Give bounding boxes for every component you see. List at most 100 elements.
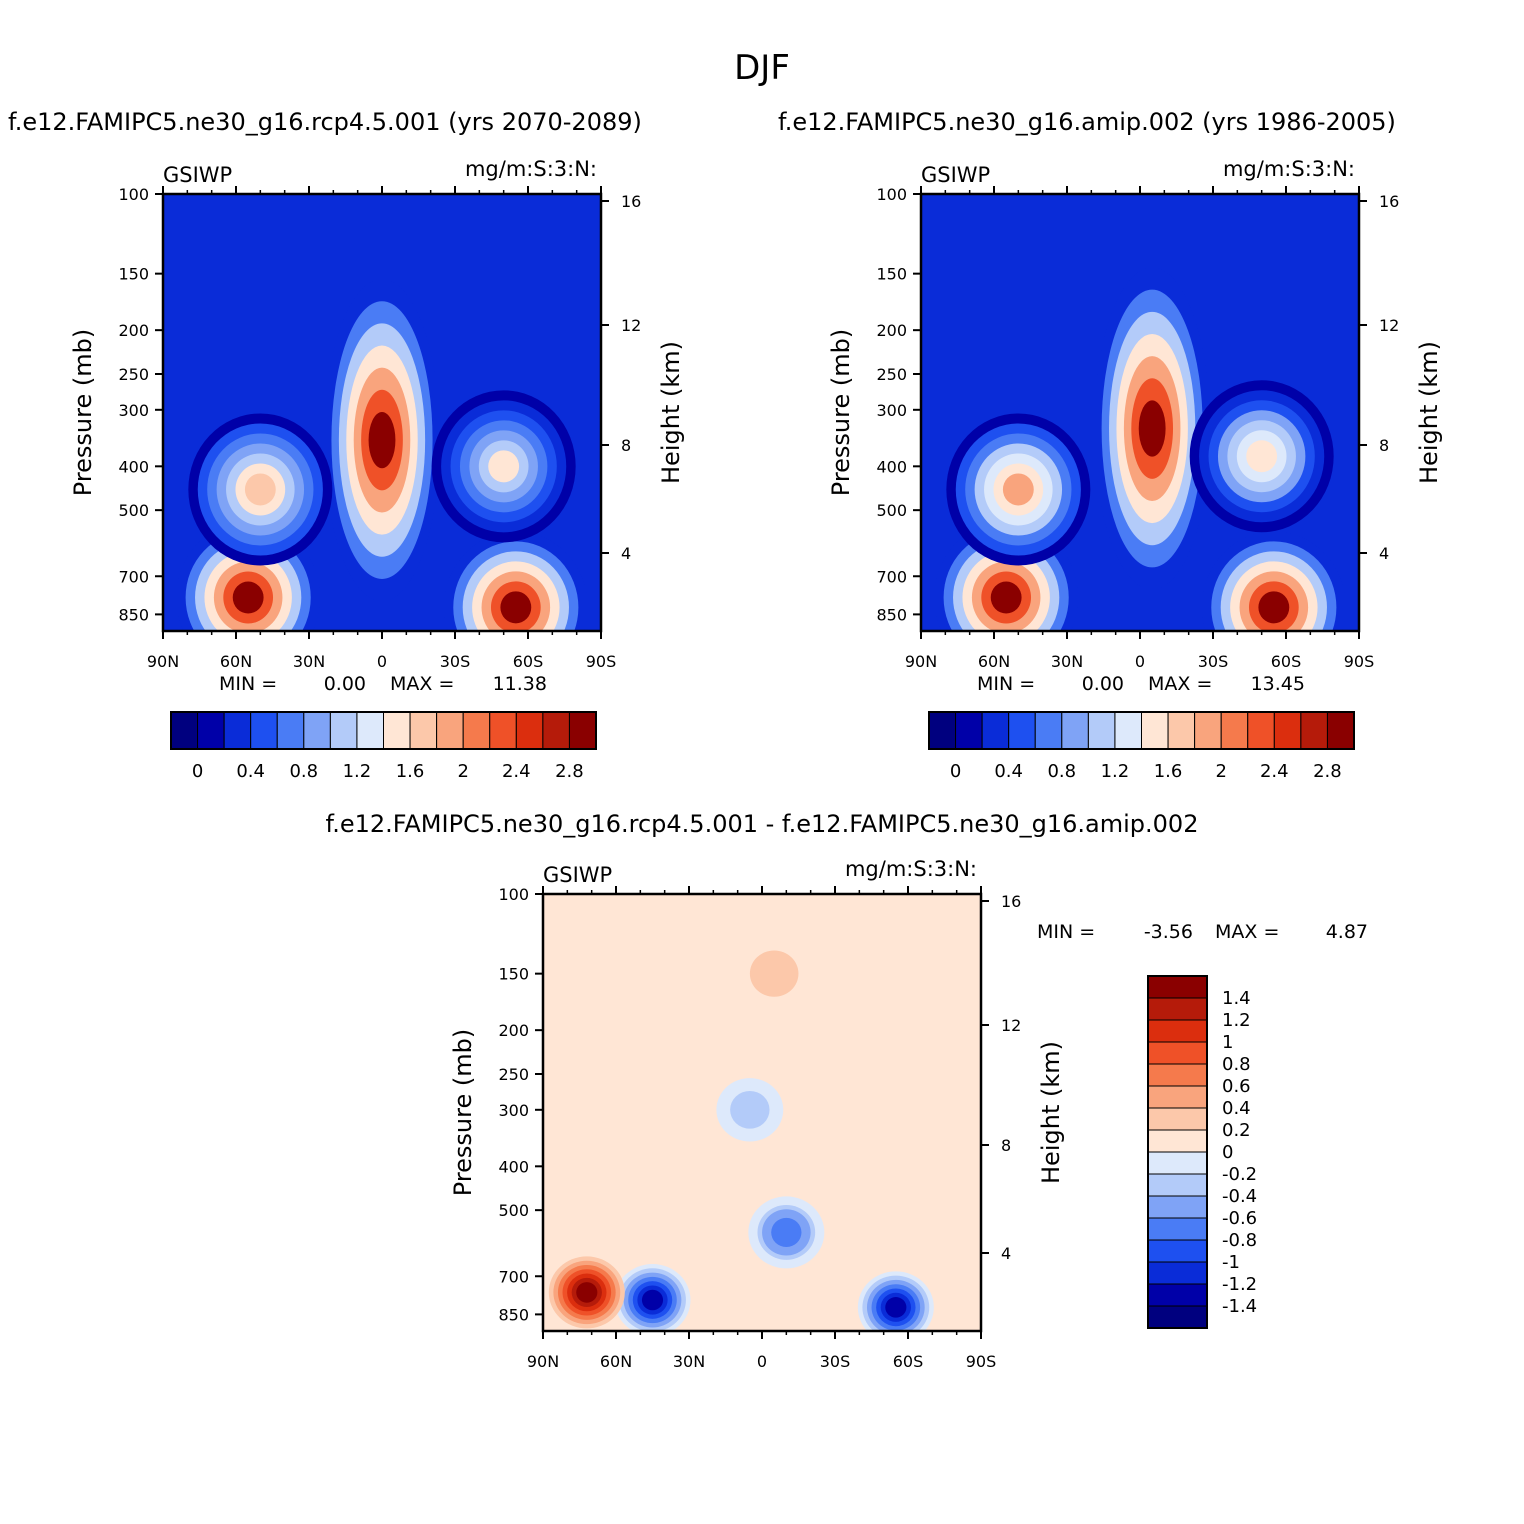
min-label: MIN = (219, 673, 277, 695)
y-tick-label: 250 (118, 365, 149, 384)
y-tick-label: 100 (498, 885, 529, 904)
x-tick-label: 90S (966, 1352, 997, 1371)
min-value: -3.56 (1144, 921, 1193, 943)
colorbar-box (1147, 1107, 1208, 1131)
min-label: MIN = (977, 673, 1035, 695)
y-tick-label: 400 (498, 1157, 529, 1176)
colorbar-label: 2.8 (1313, 761, 1342, 782)
min-label: MIN = (1037, 921, 1095, 943)
x-tick-label: 60N (978, 652, 1010, 671)
colorbar-box (356, 711, 384, 750)
y-right-tick-label: 16 (1379, 192, 1399, 211)
right-field (921, 194, 1359, 631)
y-right-tick-label: 4 (1379, 544, 1389, 563)
colorbar-label: 0 (1222, 1142, 1233, 1163)
colorbar-label: 0 (192, 761, 203, 782)
colorbar-label: 0 (950, 761, 961, 782)
y-right-tick-label: 16 (1001, 892, 1021, 911)
colorbar-label: 2.4 (502, 761, 531, 782)
x-tick-label: 30N (293, 652, 325, 671)
variable-label: GSIWP (543, 863, 612, 887)
diff-field (543, 894, 981, 1331)
y-tick-label: 400 (118, 457, 149, 476)
y-tick-label: 400 (876, 457, 907, 476)
field-contour (775, 1222, 797, 1243)
y-tick-label: 200 (876, 321, 907, 340)
field-contour (763, 963, 785, 984)
y-tick-label: 300 (118, 401, 149, 420)
colorbar-box (1147, 975, 1208, 999)
colorbar-box (1147, 997, 1208, 1021)
x-tick-label: 90S (1344, 652, 1375, 671)
colorbar-label: 2.8 (555, 761, 584, 782)
left-colorbar: 0 0.4 0.8 1.2 1.6 2 2.4 2.8 MIN = 0.00 MAX = 11.38 (170, 673, 597, 782)
y-axis-label: Pressure (mb) (827, 329, 855, 496)
colorbar-label: 1.2 (1101, 761, 1130, 782)
y-tick-label: 100 (876, 185, 907, 204)
y-right-tick-label: 16 (621, 192, 641, 211)
y-right-tick-label: 12 (621, 316, 641, 335)
units-label: mg/m:S:3:N: (1223, 157, 1355, 181)
field-contour (1002, 473, 1034, 506)
x-tick-label: 90S (586, 652, 617, 671)
colorbar-label: 0.8 (1047, 761, 1076, 782)
y-tick-label: 500 (118, 501, 149, 520)
colorbar-label: -0.2 (1222, 1164, 1257, 1185)
x-tick-label: 60N (600, 1352, 632, 1371)
x-tick-label: 90N (147, 652, 179, 671)
colorbar-box (1147, 1129, 1208, 1153)
y-tick-label: 250 (876, 365, 907, 384)
y-tick-label: 250 (498, 1065, 529, 1084)
colorbar-box (1147, 1019, 1208, 1043)
colorbar-label: 2 (1215, 761, 1226, 782)
colorbar-frame (928, 711, 1355, 750)
field-contour (739, 1099, 761, 1121)
x-tick-label: 60N (220, 652, 252, 671)
field-contour (576, 1282, 598, 1303)
x-tick-label: 90N (527, 1352, 559, 1371)
colorbar-label: 1.4 (1222, 988, 1251, 1009)
colorbar-box (1147, 1041, 1208, 1065)
y-right-tick-label: 12 (1379, 316, 1399, 335)
y-right-tick-label: 12 (1001, 1016, 1021, 1035)
colorbar-label: 2 (457, 761, 468, 782)
left-chart: 90N 60N 30N 0 30S 60S 90S 100 150 200 250 300 400 500… (69, 157, 685, 782)
y-tick-label: 150 (876, 265, 907, 284)
colorbar-box (1147, 1151, 1208, 1175)
colorbar-label: -1.2 (1222, 1274, 1257, 1295)
colorbar-box (1147, 1305, 1208, 1329)
colorbar-label: 0.8 (289, 761, 318, 782)
y-tick-label: 700 (118, 567, 149, 586)
colorbar-box (1147, 1063, 1208, 1087)
x-tick-label: 30S (440, 652, 471, 671)
y-axis-label: Pressure (mb) (449, 1029, 477, 1196)
field-contour (232, 581, 264, 614)
x-tick-label: 60S (513, 652, 544, 671)
x-tick-label: 60S (1271, 652, 1302, 671)
colorbar-label: -0.4 (1222, 1186, 1257, 1207)
y-tick-label: 300 (876, 401, 907, 420)
colorbar-box (1147, 1085, 1208, 1109)
max-label: MAX = (390, 673, 454, 695)
figure-title: DJF (734, 48, 790, 88)
max-value: 13.45 (1251, 673, 1305, 695)
colorbar-box (1141, 711, 1169, 750)
colorbar-label: 1.6 (396, 761, 425, 782)
x-tick-label: 60S (893, 1352, 924, 1371)
colorbar-box (409, 711, 438, 750)
colorbar-label: -1.4 (1222, 1296, 1257, 1317)
colorbar-frame (1147, 975, 1208, 1329)
colorbar-box (462, 711, 491, 750)
diff-colorbar: 1.41.210.80.60.40.20-0.2-0.4-0.6-0.8-1-1… (1037, 921, 1368, 1329)
y-right-axis-label: Height (km) (1415, 341, 1443, 484)
field-contour (1138, 400, 1166, 457)
colorbar-label: 1.2 (1222, 1010, 1251, 1031)
max-label: MAX = (1215, 921, 1279, 943)
colorbar-box (303, 711, 331, 750)
diff-panel-title: f.e12.FAMIPC5.ne30_g16.rcp4.5.001 - f.e1… (325, 810, 1199, 838)
y-tick-label: 100 (118, 185, 149, 204)
colorbar-label: -0.6 (1222, 1208, 1257, 1229)
field-contour (244, 473, 276, 506)
colorbar-label: -0.8 (1222, 1230, 1257, 1251)
x-tick-label: 0 (757, 1352, 767, 1371)
